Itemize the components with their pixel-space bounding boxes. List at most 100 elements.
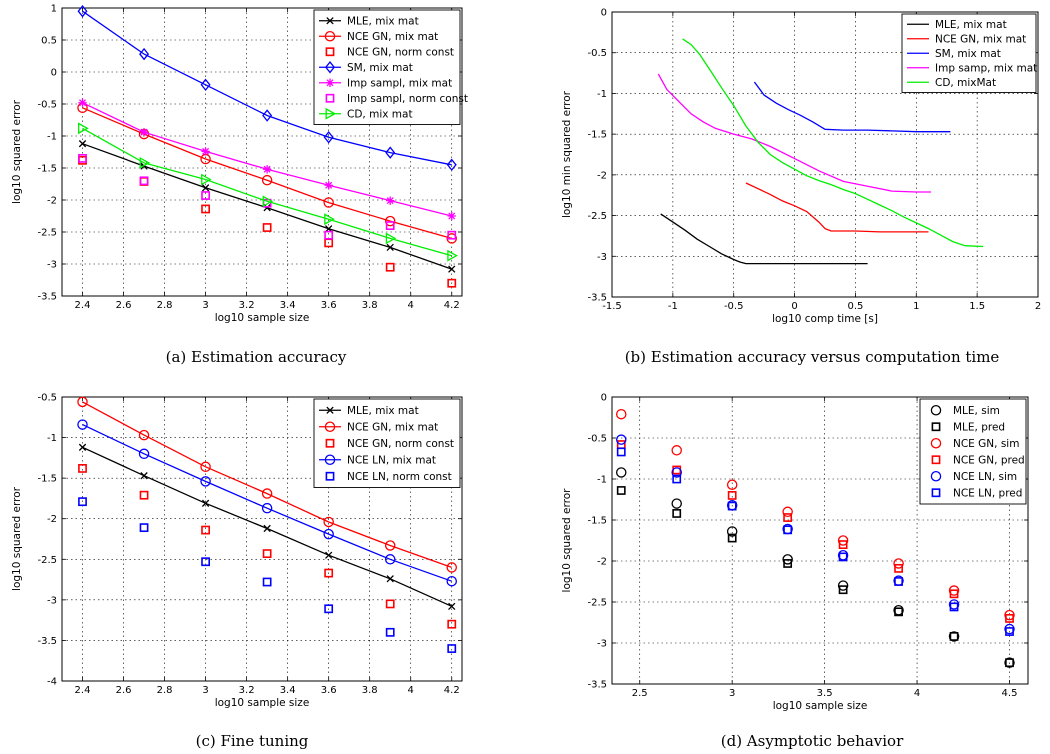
- y-tick-label: -1.5: [587, 130, 607, 141]
- data-point: [385, 599, 395, 609]
- data-point: [616, 486, 626, 495]
- y-axis-label: log10 squared error: [561, 488, 573, 593]
- x-tick-label: 3.6: [321, 685, 337, 696]
- legend-label: NCE LN, sim: [953, 471, 1017, 483]
- y-tick-label: -1.5: [37, 474, 57, 485]
- y-tick-label: -1: [597, 475, 607, 486]
- axes-frame: [611, 396, 1029, 685]
- series-line: [657, 73, 931, 193]
- y-tick-label: -3: [597, 252, 607, 263]
- series-0: [660, 213, 868, 265]
- legend-item: MLE, sim: [930, 404, 1000, 417]
- x-axis-label: log10 comp time [s]: [772, 313, 878, 325]
- series-3: [616, 440, 1014, 623]
- data-point: [447, 230, 457, 240]
- data-point: [783, 525, 793, 535]
- x-axis-label: log10 sample size: [773, 700, 868, 712]
- legend-marker: [325, 47, 335, 57]
- legend-marker: [326, 17, 334, 25]
- x-tick-label: 4.5: [1002, 688, 1018, 699]
- data-point: [139, 156, 151, 169]
- data-point: [782, 554, 793, 565]
- x-tick-label: 3: [202, 685, 208, 696]
- series-line: [745, 182, 929, 233]
- panel-b: -1.5 -1 -0.5 0 0.5 1 1.5 2 -3.5 -3 -2.5 -2 -1.5 -1 -0.…: [561, 8, 1041, 326]
- data-point: [262, 195, 274, 208]
- data-point: [1005, 658, 1014, 668]
- x-tick-label: -1: [668, 301, 678, 312]
- data-point: [615, 408, 627, 420]
- series-4: [78, 98, 456, 221]
- series-6: [78, 122, 458, 262]
- data-point: [385, 232, 397, 245]
- y-tick-label: -2: [47, 196, 57, 207]
- legend-item: NCE GN, pred: [931, 455, 1025, 467]
- data-point: [726, 479, 738, 490]
- legend-item: CD, mixMat: [907, 77, 996, 89]
- x-tick-label: 4.2: [444, 300, 460, 311]
- data-point: [385, 146, 396, 159]
- data-point: [138, 429, 150, 441]
- legend-marker: [325, 78, 335, 87]
- data-point: [78, 154, 87, 163]
- legend-marker: [931, 455, 941, 465]
- data-point: [201, 173, 212, 186]
- x-tick-label: 3.6: [321, 300, 337, 311]
- series-line: [682, 38, 984, 248]
- y-tick-label: -1: [47, 132, 57, 143]
- y-tick-label: 0.5: [41, 36, 57, 47]
- legend-label: MLE, pred: [953, 422, 1005, 434]
- data-point: [447, 211, 456, 221]
- y-tick-label: -4: [47, 677, 57, 688]
- panel-c: 2.4 2.6 2.8 3 3.2 3.4 3.6 3.8 4 4.2 -4 -3.5 -3 -2.5 -2…: [11, 393, 463, 709]
- legend-marker: [325, 93, 335, 103]
- axes-frame: [611, 11, 1039, 298]
- data-point: [446, 562, 457, 573]
- data-point: [324, 230, 334, 240]
- data-point: [672, 509, 682, 518]
- data-point: [783, 513, 793, 522]
- data-point: [384, 554, 396, 565]
- legend-item: NCE GN, norm const: [325, 47, 454, 59]
- legend-item: MLE, mix mat: [319, 16, 419, 28]
- caption-c: (c) Fine tuning: [196, 732, 309, 750]
- y-tick-label: -0.5: [587, 48, 607, 59]
- series-0: [78, 443, 456, 611]
- data-point: [77, 396, 88, 408]
- series-2: [615, 408, 1015, 621]
- series-line: [82, 10, 452, 166]
- legend-label: NCE GN, mix mat: [935, 34, 1026, 46]
- x-tick-label: 2.4: [75, 300, 91, 311]
- x-axis-label: log10 sample size: [215, 697, 310, 709]
- series-3: [657, 73, 931, 193]
- legend-label: MLE, mix mat: [347, 405, 419, 417]
- y-axis-label: log10 squared error: [11, 99, 23, 204]
- x-tick-label: 2.4: [75, 685, 91, 696]
- data-point: [324, 568, 334, 578]
- data-point: [262, 165, 272, 174]
- series-1: [77, 396, 457, 573]
- caption-d: (d) Asymptotic behavior: [721, 732, 904, 750]
- data-point: [838, 585, 848, 595]
- data-point: [324, 604, 334, 614]
- legend: MLE, mix mat NCE GN, mix mat SM, mix mat Im…: [901, 13, 1037, 93]
- data-point: [385, 221, 395, 230]
- legend-marker: [325, 61, 335, 74]
- data-point: [447, 619, 457, 629]
- data-point: [949, 632, 959, 641]
- legend-label: NCE GN, norm const: [347, 47, 454, 59]
- data-point: [78, 98, 87, 107]
- data-point: [949, 602, 959, 612]
- data-point: [726, 526, 738, 537]
- legend-item: NCE GN, mix mat: [907, 34, 1026, 46]
- data-point: [261, 174, 273, 186]
- x-tick-label: 3.2: [239, 300, 255, 311]
- x-tick-label: 3.8: [362, 685, 378, 696]
- data-point: [384, 540, 396, 551]
- x-tick-label: 2: [1035, 301, 1041, 312]
- data-point: [323, 131, 334, 144]
- x-tick-label: 2.5: [632, 688, 648, 699]
- data-point: [615, 434, 627, 445]
- legend-label: MLE, mix mat: [347, 16, 419, 28]
- data-point: [448, 602, 456, 611]
